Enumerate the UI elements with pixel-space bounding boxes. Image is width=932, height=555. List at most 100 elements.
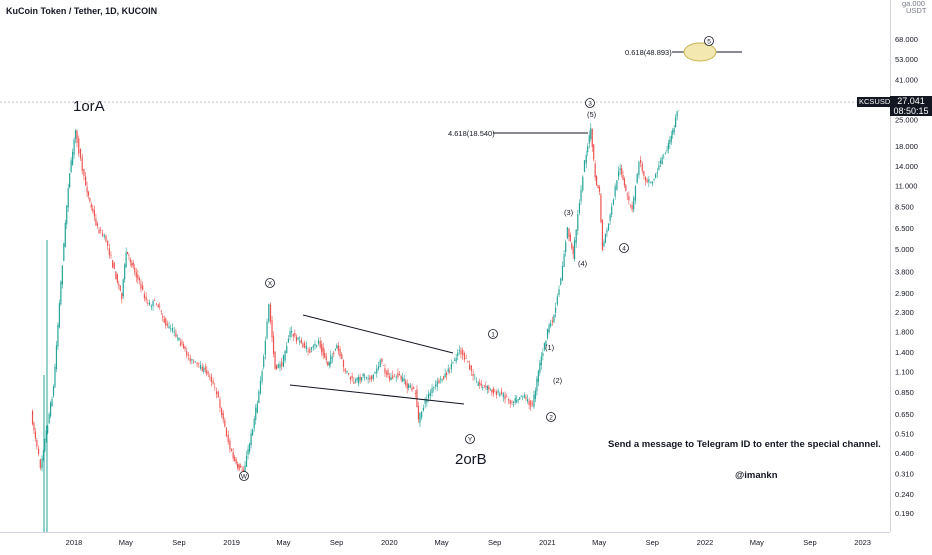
data-point xyxy=(561,277,563,279)
data-point xyxy=(653,181,655,183)
time-tick-label: 2020 xyxy=(381,538,398,547)
data-point xyxy=(193,360,195,362)
triangle-upper-trendline[interactable] xyxy=(302,314,454,354)
wave-1-marker[interactable]: 1 xyxy=(488,329,498,339)
candle-body xyxy=(431,388,433,393)
candle-body xyxy=(143,294,145,298)
data-point xyxy=(122,295,124,297)
candle-body xyxy=(322,347,324,356)
candle-body xyxy=(287,338,289,343)
candle-body xyxy=(441,378,443,381)
candle-body xyxy=(294,333,296,336)
candle-body xyxy=(379,360,381,368)
target-ellipse[interactable] xyxy=(683,42,717,62)
candle-body xyxy=(89,198,91,202)
candle-body xyxy=(34,431,37,439)
wave-X-marker[interactable]: X xyxy=(265,278,275,288)
wave-1-circle xyxy=(488,329,498,339)
candle-body xyxy=(640,160,642,164)
wave-3-marker[interactable]: 3 xyxy=(585,98,595,108)
candle-body xyxy=(51,398,53,407)
candle-body xyxy=(86,186,88,193)
candle-body xyxy=(198,362,200,364)
candle-body xyxy=(500,391,503,395)
candle-body xyxy=(533,394,535,407)
candle-body xyxy=(438,380,440,383)
candle-body xyxy=(336,345,338,349)
price-tick-label: 0.650 xyxy=(895,410,914,419)
candle-body xyxy=(349,376,352,380)
triangle-lower-trendline[interactable] xyxy=(289,384,465,405)
data-point xyxy=(600,192,602,194)
data-point xyxy=(328,363,330,365)
candle-body xyxy=(186,351,188,356)
time-axis-ticks: 2018 May Sep 2019 May Sep 2020 May Sep 2021 May Sep… xyxy=(66,538,871,547)
candle-body xyxy=(421,411,423,418)
candle-body xyxy=(291,331,293,333)
time-tick-label: Sep xyxy=(172,538,185,547)
wave-W-marker[interactable]: W xyxy=(239,471,249,481)
candle-body xyxy=(598,186,601,192)
candle-body xyxy=(621,168,623,175)
price-series xyxy=(31,109,680,532)
time-tick-label: May xyxy=(119,538,133,547)
candle-body xyxy=(140,284,142,289)
candle-body xyxy=(138,278,140,281)
candle-body xyxy=(358,377,360,384)
candle-body xyxy=(577,214,579,231)
candle-body xyxy=(168,326,170,329)
candle-body xyxy=(150,305,152,307)
candle-body xyxy=(612,199,615,205)
data-point xyxy=(574,255,576,257)
data-point xyxy=(660,165,662,167)
candle-body xyxy=(212,381,214,384)
candle-body xyxy=(184,346,186,349)
candle-body xyxy=(87,191,90,196)
candle-body xyxy=(193,361,195,363)
candle-body xyxy=(307,350,309,352)
candle-body xyxy=(108,248,110,256)
time-tick-label: May xyxy=(434,538,448,547)
candle-body xyxy=(237,463,239,468)
data-point xyxy=(670,141,672,143)
chart-title: KuCoin Token / Tether, 1D, KUCOIN xyxy=(6,6,157,16)
telegram-handle: @imankn xyxy=(735,470,778,481)
data-point xyxy=(513,401,515,403)
candle-body xyxy=(48,414,50,424)
candle-body xyxy=(112,260,114,268)
data-point xyxy=(580,201,582,203)
candle-body xyxy=(129,259,131,263)
data-point xyxy=(606,234,608,236)
candle-body xyxy=(92,208,94,212)
candle-body xyxy=(209,376,211,377)
candle-body xyxy=(469,364,471,370)
wave-4-marker[interactable]: 4 xyxy=(619,243,629,253)
candle-body xyxy=(381,358,383,362)
data-point xyxy=(364,374,366,376)
data-point xyxy=(264,357,266,359)
candle-body xyxy=(159,306,161,308)
candle-body xyxy=(245,455,248,467)
wave-2-marker[interactable]: 2 xyxy=(546,412,556,422)
candle-body xyxy=(122,279,124,297)
wave-5-marker[interactable]: 5 xyxy=(704,36,714,46)
candle-body xyxy=(628,196,630,201)
candle-body xyxy=(116,274,118,283)
data-point xyxy=(250,442,252,444)
data-point xyxy=(291,331,293,333)
candle-body xyxy=(203,368,205,372)
data-point xyxy=(61,282,63,284)
candle-body xyxy=(222,412,224,420)
candle-body xyxy=(619,168,621,171)
data-point xyxy=(90,201,92,203)
candle-body xyxy=(125,252,127,268)
candle-body xyxy=(152,300,154,307)
data-point xyxy=(319,340,321,342)
wave-Y-marker[interactable]: Y xyxy=(465,434,475,444)
symbol-tag: KCSUSDT xyxy=(857,97,897,107)
candle-body xyxy=(90,204,92,208)
data-point xyxy=(210,374,212,376)
time-tick-label: 2022 xyxy=(697,538,714,547)
